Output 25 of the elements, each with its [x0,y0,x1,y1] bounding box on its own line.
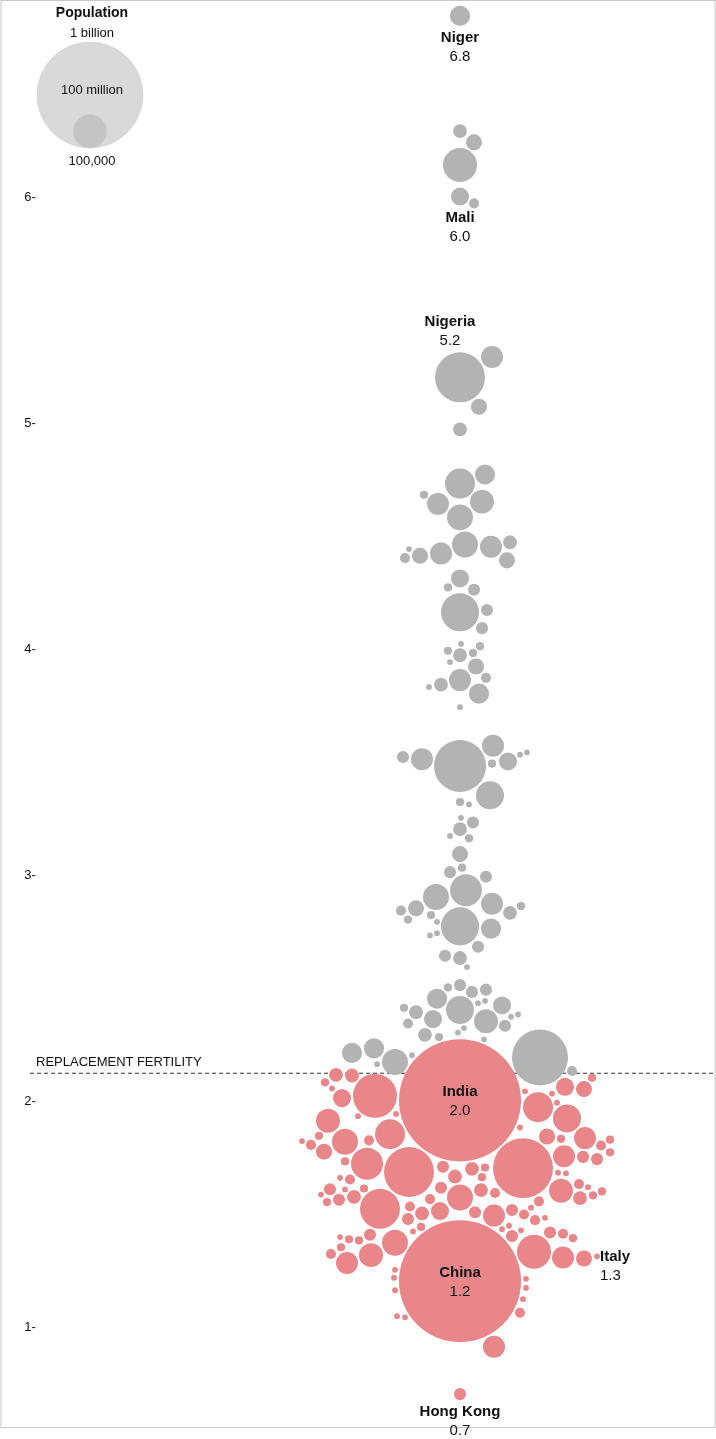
annotation: China [439,1263,482,1281]
data-label: 6.0 [449,226,471,244]
data-label: 5.2 [439,331,461,349]
y-tick-label: 6- [24,189,36,205]
data-label: 0.7 [449,1421,471,1439]
data-label: 1.3 [600,1265,621,1283]
legend-title: Population [55,4,129,20]
annotation: Nigeria [424,312,477,330]
annotation: India [442,1082,479,1100]
data-label: 6.8 [449,46,471,64]
y-tick-label: 1- [24,1318,36,1334]
annotation: Niger [440,27,480,45]
ref-line-label: REPLACEMENT FERTILITY [36,1054,202,1070]
legend-label: 1 billion [69,25,115,40]
legend-label: 100 million [60,82,124,98]
y-tick-label: 3- [24,866,36,882]
annotation: Italy [600,1246,631,1264]
data-label: 2.0 [449,1101,471,1119]
annotation: Hong Kong [419,1402,501,1420]
legend-label: 100,000 [68,153,116,168]
annotation: Mali [445,207,475,225]
y-tick-label: 5- [24,415,36,431]
y-tick-label: 2- [24,1092,36,1108]
y-tick-label: 4- [24,641,36,657]
data-label: 1.2 [449,1282,471,1300]
